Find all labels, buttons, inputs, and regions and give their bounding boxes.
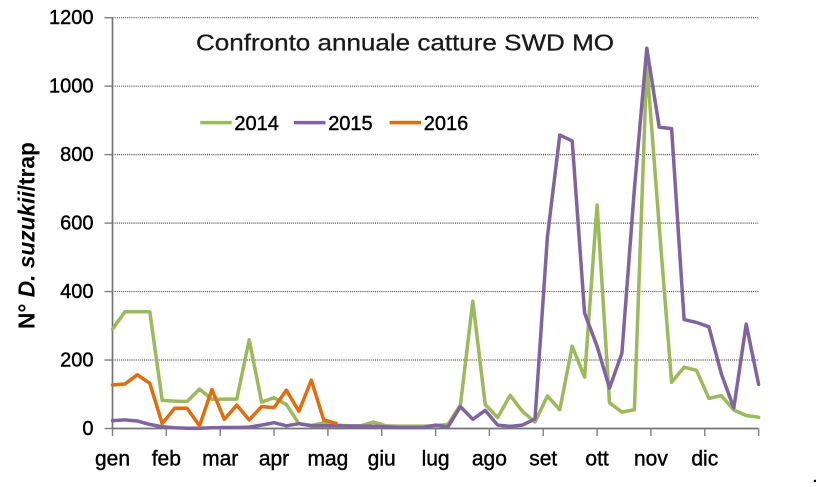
svg-text:0: 0 <box>82 418 93 440</box>
svg-text:2014: 2014 <box>234 113 279 135</box>
svg-text:nov: nov <box>634 448 668 471</box>
svg-text:mar: mar <box>202 448 238 471</box>
svg-text:apr: apr <box>259 448 289 471</box>
svg-text:2016: 2016 <box>424 113 469 135</box>
svg-text:1200: 1200 <box>49 7 94 29</box>
svg-text:lug: lug <box>422 448 450 471</box>
svg-text:1000: 1000 <box>49 76 94 98</box>
svg-text:giu: giu <box>368 448 396 471</box>
svg-text:set: set <box>529 448 557 471</box>
svg-text:200: 200 <box>60 350 93 372</box>
svg-text:2015: 2015 <box>328 113 373 135</box>
svg-text:mag: mag <box>307 448 348 471</box>
svg-text:400: 400 <box>60 281 93 303</box>
svg-text:N° D. suzukii/trap: N° D. suzukii/trap <box>13 142 39 329</box>
svg-text:Confronto annuale catture SWD: Confronto annuale catture SWD MO <box>196 30 614 56</box>
svg-text:600: 600 <box>60 213 93 235</box>
svg-text:ago: ago <box>472 448 507 471</box>
svg-text:dic: dic <box>691 448 718 471</box>
svg-text:800: 800 <box>60 144 93 166</box>
svg-text:gen: gen <box>95 448 130 471</box>
svg-text:ott: ott <box>585 448 609 471</box>
svg-text:feb: feb <box>152 448 181 471</box>
